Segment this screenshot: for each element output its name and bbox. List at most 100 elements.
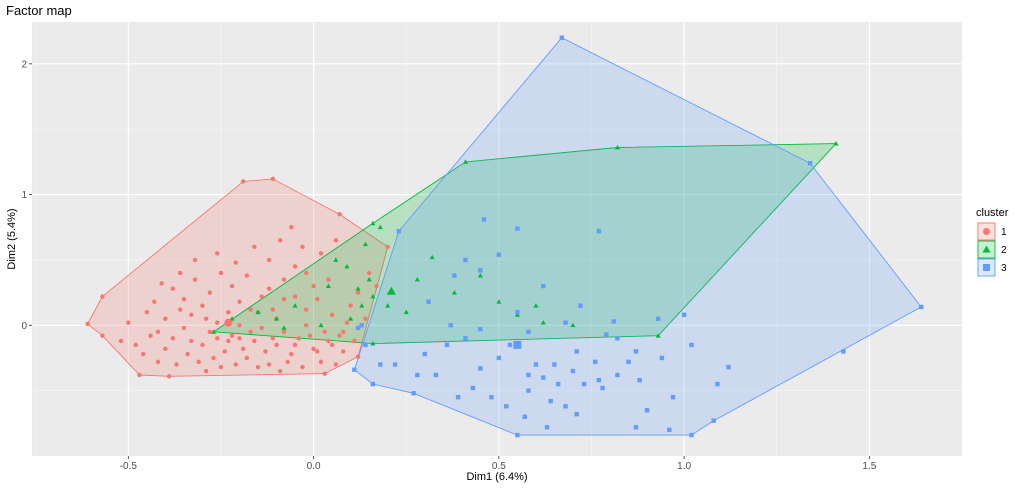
cluster-3-point xyxy=(548,398,553,404)
cluster-1-point xyxy=(155,329,161,335)
cluster-1-point xyxy=(259,294,264,299)
cluster-1-point xyxy=(100,294,105,299)
cluster-3-point xyxy=(563,404,568,409)
cluster-3-point xyxy=(504,404,509,409)
cluster-1-point xyxy=(144,310,150,315)
cluster-3-point xyxy=(352,367,357,372)
cluster-1-point xyxy=(307,333,313,338)
cluster-3-centroid xyxy=(513,340,522,349)
cluster-3-point xyxy=(541,283,546,289)
cluster-1-point xyxy=(326,277,331,282)
cluster-2-point xyxy=(359,303,365,308)
cluster-1-point xyxy=(352,338,357,344)
cluster-1-point xyxy=(215,320,220,325)
legend: 1 2 3 xyxy=(977,222,1007,277)
cluster-1-point xyxy=(155,359,161,365)
cluster-2-point xyxy=(540,320,546,325)
cluster-1-point xyxy=(266,286,272,291)
cluster-1-point xyxy=(233,260,238,265)
cluster-1-point xyxy=(118,338,124,344)
cluster-1-point xyxy=(203,368,209,374)
cluster-1-point xyxy=(344,320,350,325)
cluster-1-point xyxy=(85,321,90,327)
cluster-1-point xyxy=(248,329,253,335)
cluster-1-point xyxy=(289,351,294,357)
cluster-3-point xyxy=(659,355,665,361)
cluster-3-point xyxy=(544,425,550,430)
cluster-1-point xyxy=(159,281,164,286)
cluster-2-point xyxy=(370,293,376,299)
cluster-3-point xyxy=(841,349,846,354)
cluster-1-point xyxy=(170,336,175,341)
cluster-1-point xyxy=(266,362,272,367)
cluster-1-point xyxy=(200,303,205,308)
cluster-1-point xyxy=(240,179,246,184)
cluster-1-point xyxy=(333,238,339,243)
cluster-1-point xyxy=(322,371,327,376)
cluster-2-point xyxy=(655,333,661,338)
cluster-1-point xyxy=(237,323,242,328)
x-tick-label: 0.5 xyxy=(492,461,506,472)
cluster-2-point xyxy=(274,316,280,321)
cluster-1-point xyxy=(333,362,339,367)
cluster-1-point xyxy=(222,349,227,354)
cluster-1-point xyxy=(178,307,183,312)
data-points xyxy=(85,35,924,438)
cluster-1-point xyxy=(274,342,279,348)
cluster-3-point xyxy=(359,323,364,328)
cluster-3-point xyxy=(592,359,598,365)
legend-label-1: 1 xyxy=(1001,227,1007,238)
cluster-3-point xyxy=(415,372,420,378)
legend-marker-1 xyxy=(983,228,990,235)
cluster-3-point xyxy=(552,362,557,367)
cluster-2-point xyxy=(496,299,502,304)
cluster-3-point xyxy=(444,342,450,348)
cluster-1-point xyxy=(322,329,327,335)
cluster-1-point xyxy=(200,342,205,348)
cluster-1-point xyxy=(281,277,287,282)
cluster-2-point xyxy=(451,290,457,295)
cluster-1-point xyxy=(218,364,224,370)
cluster-2-point xyxy=(292,303,298,308)
cluster-2-hull xyxy=(212,143,838,345)
cluster-1-point xyxy=(270,176,276,182)
cluster-3-point xyxy=(611,319,616,324)
cluster-3-point xyxy=(478,326,483,332)
cluster-1-point xyxy=(207,329,213,335)
cluster-3-point xyxy=(670,394,676,400)
cluster-2-point xyxy=(570,322,576,328)
cluster-1-point xyxy=(303,270,309,276)
x-axis-ticks: -0.5 0.0 0.5 1.0 1.5 xyxy=(120,456,877,472)
cluster-3-point xyxy=(681,312,687,318)
cluster-1-point xyxy=(229,283,235,289)
cluster-1-point xyxy=(292,264,298,269)
y-tick-label: 2 xyxy=(21,59,27,70)
cluster-1-point xyxy=(259,325,264,331)
cluster-1-point xyxy=(281,296,287,302)
legend-marker-3 xyxy=(983,264,990,271)
cluster-3-point xyxy=(655,316,661,321)
cluster-1-point xyxy=(137,372,142,378)
cluster-1-point xyxy=(315,296,320,302)
cluster-1-point xyxy=(281,329,287,335)
cluster-1-point xyxy=(152,299,157,304)
cluster-1-point xyxy=(215,336,220,341)
y-tick-label: 1 xyxy=(21,190,27,201)
cluster-1-point xyxy=(252,244,257,250)
cluster-3-point xyxy=(526,372,531,378)
cluster-3-point xyxy=(478,366,483,371)
cluster-1-point xyxy=(355,354,361,359)
cluster-3-point xyxy=(711,418,716,423)
cluster-1-point xyxy=(270,307,276,312)
cluster-2-point xyxy=(833,141,839,146)
legend-label-2: 2 xyxy=(1001,245,1007,256)
cluster-3-point xyxy=(596,228,602,234)
cluster-1-point xyxy=(207,290,213,295)
cluster-1-point xyxy=(174,362,179,367)
cluster-1-point xyxy=(385,244,390,250)
y-axis-ticks: 0 1 2 xyxy=(21,59,32,332)
cluster-3-point xyxy=(689,432,694,438)
cluster-1-point xyxy=(374,283,379,289)
cluster-3-point xyxy=(689,342,694,348)
cluster-3-point xyxy=(604,332,609,337)
